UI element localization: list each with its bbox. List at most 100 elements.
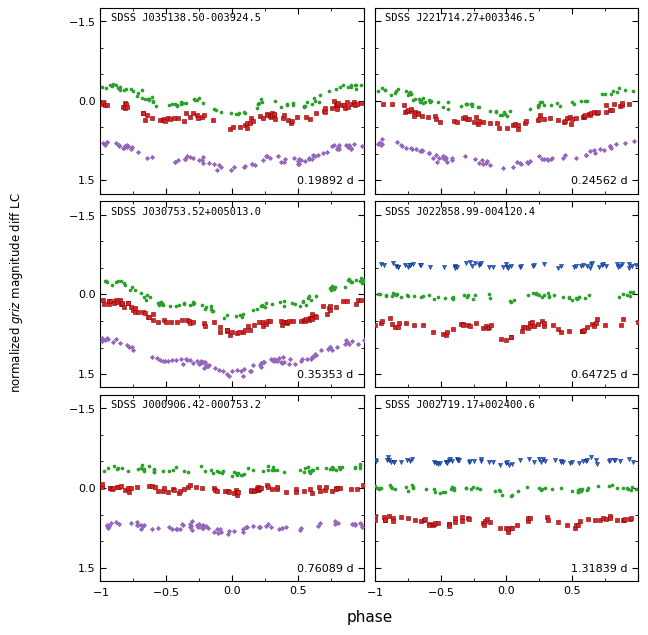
Point	[308, 465, 318, 475]
Point	[193, 522, 203, 532]
Point	[413, 108, 423, 118]
Point	[106, 280, 117, 290]
Point	[389, 485, 400, 495]
Point	[383, 452, 393, 462]
Point	[262, 109, 272, 119]
Point	[222, 325, 233, 335]
Point	[461, 99, 472, 109]
Point	[485, 320, 496, 330]
Point	[438, 330, 448, 340]
Point	[601, 262, 611, 272]
Point	[216, 107, 226, 117]
Point	[253, 99, 264, 109]
Point	[340, 102, 351, 112]
Point	[583, 483, 594, 493]
Point	[393, 321, 403, 331]
Point	[380, 291, 391, 301]
Point	[347, 99, 357, 109]
Point	[130, 284, 140, 295]
Point	[343, 142, 354, 152]
Point	[548, 319, 558, 330]
Point	[191, 482, 201, 492]
Point	[104, 297, 114, 307]
Point	[613, 262, 623, 272]
Point	[443, 97, 453, 107]
Point	[214, 467, 225, 478]
Point	[534, 114, 544, 124]
Point	[527, 261, 538, 271]
Point	[307, 99, 317, 109]
Point	[233, 109, 243, 119]
Point	[491, 118, 502, 128]
Point	[347, 519, 358, 530]
Point	[272, 356, 282, 366]
Point	[209, 318, 219, 328]
Point	[523, 513, 533, 523]
Point	[522, 516, 533, 526]
Point	[448, 291, 458, 302]
Point	[146, 524, 157, 534]
Point	[202, 361, 212, 371]
Point	[614, 100, 625, 110]
Point	[126, 518, 136, 528]
Point	[588, 107, 599, 117]
Point	[478, 518, 488, 528]
Point	[481, 158, 491, 168]
Point	[404, 260, 415, 271]
Point	[515, 261, 526, 271]
Point	[607, 480, 617, 490]
Point	[307, 488, 318, 498]
Point	[126, 144, 137, 154]
Point	[325, 285, 336, 295]
Point	[452, 262, 462, 272]
Point	[211, 105, 222, 115]
Point	[299, 467, 309, 477]
Point	[353, 295, 363, 305]
Point	[373, 289, 383, 299]
Point	[376, 134, 387, 144]
Point	[401, 482, 411, 492]
Point	[406, 104, 417, 114]
Point	[434, 153, 444, 163]
Point	[498, 262, 508, 272]
Point	[417, 145, 427, 155]
Point	[517, 326, 527, 336]
Point	[294, 154, 305, 164]
Point	[216, 468, 227, 478]
Point	[605, 141, 615, 151]
Point	[469, 117, 480, 127]
Point	[526, 513, 536, 523]
Point	[248, 521, 259, 531]
Point	[580, 293, 590, 303]
Point	[238, 326, 248, 337]
Point	[582, 96, 592, 106]
Point	[229, 162, 239, 172]
Point	[260, 302, 271, 312]
Point	[618, 288, 629, 298]
Point	[552, 517, 562, 527]
Point	[117, 144, 128, 154]
Point	[354, 276, 365, 286]
Point	[249, 160, 260, 170]
Point	[205, 304, 216, 314]
Point	[198, 520, 208, 530]
Point	[484, 322, 494, 332]
Point	[431, 458, 441, 469]
Point	[193, 155, 203, 165]
Point	[614, 83, 624, 93]
Point	[572, 294, 583, 304]
Point	[117, 102, 128, 112]
Point	[500, 458, 511, 468]
Point	[246, 486, 257, 496]
Point	[231, 468, 241, 478]
Point	[388, 512, 398, 523]
Point	[102, 521, 112, 531]
Point	[332, 342, 342, 352]
Point	[618, 314, 628, 324]
Point	[370, 481, 380, 491]
Point	[123, 466, 133, 476]
Point	[466, 484, 476, 494]
Point	[573, 487, 584, 497]
Point	[515, 262, 525, 272]
Point	[433, 97, 443, 107]
